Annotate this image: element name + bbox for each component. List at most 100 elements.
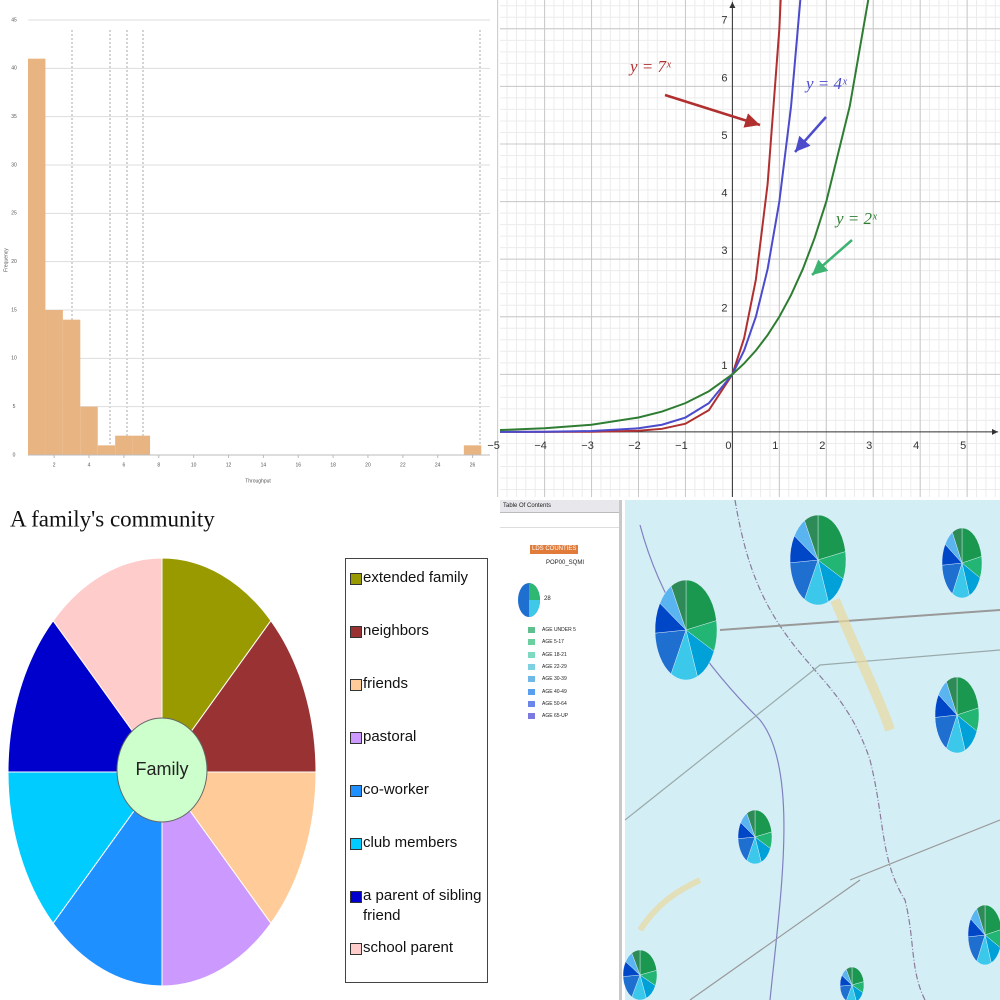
x-tick-label: 2 [53,462,56,468]
bar [97,445,116,455]
toc-swatch [528,676,535,683]
map-pie-wedge [845,966,853,986]
bar [62,319,81,455]
map-pie-wedge [976,904,986,936]
map-pie-wedge [685,579,717,631]
symbol [529,600,540,617]
symbol [529,583,540,600]
legend-item: co-worker [350,780,488,800]
map-pie-wedge [631,949,641,976]
curve-label: y = 7ˣ [628,57,672,76]
x-tick-label: −2 [628,440,641,452]
pie-slice [7,619,163,773]
y-tick-label: 5 [13,404,16,410]
legend-swatch [350,732,362,744]
x-tick-label: 24 [435,462,441,468]
map-pie-wedge [746,809,756,838]
y-tick-label: 30 [11,162,17,168]
toc-class-label: AGE 5-17 [542,639,564,646]
toc-field: POP00_SQMI [546,560,585,566]
x-tick-label: −1 [675,440,688,452]
legend-swatch [350,785,362,797]
legend-label: extended family [363,569,469,586]
map-pie-wedge [639,949,657,976]
curve-label: y = 4ˣ [804,74,848,93]
toc-toolbar [500,513,619,528]
x-tick-label: 2 [819,440,825,452]
arrow [794,116,827,153]
x-tick-label: 22 [400,462,406,468]
function-panel: −5 −4 −3 −2 −1 0 1 2 3 4 5 1 2 3 4 5 6 7 y = 7ˣ y = 4ˣ y = 2… [487,0,1000,497]
legend-swatch [350,573,362,585]
y-tick-label: 15 [11,307,17,313]
pie-slice [52,557,163,774]
road [624,649,1000,821]
x-tick-label: −4 [534,440,547,452]
road [719,609,1000,631]
urban-area [830,598,895,732]
legend-label: co-worker [363,781,429,798]
legend-item: neighbors [350,621,488,641]
bar [80,406,98,455]
toc-class-label: AGE 30-39 [542,676,567,683]
x-tick-label: 16 [295,462,301,468]
legend-swatch [350,626,362,638]
legend-item: school parent [350,938,488,958]
curve-label: y = 2ˣ [834,209,878,228]
x-tick-label: 1 [772,440,778,452]
toc-class-label: AGE 65-UP [542,713,569,720]
y-axis-label: Frequency [3,248,9,272]
toc-layer: LDS COUNTIES [530,545,579,554]
x-tick-label: 10 [191,462,197,468]
function-curve [500,0,870,432]
x-tick-label: 4 [88,462,91,468]
y-tick-label: 7 [721,15,727,27]
map-pie-wedge [789,559,819,600]
toc-class: AGE 50-64 [528,700,567,707]
legend-item: a parent of sibling friend [350,886,488,926]
arrow [664,93,761,128]
map-pie-wedge [984,929,1000,948]
toc-class: AGE 22-29 [528,663,567,670]
legend-swatch [350,891,362,903]
bar [45,310,63,455]
function-arrows [664,93,853,276]
y-tick-label: 40 [11,66,17,72]
y-tick-label: 10 [11,356,17,362]
legend-label: club members [363,834,458,851]
map-pie-wedge [961,527,982,564]
pie-slice [7,771,163,925]
threshold-lines [71,30,481,455]
state-border [734,499,926,1000]
toc-class-label: AGE 40-49 [542,688,567,695]
bar [115,435,133,455]
toc-class: AGE 18-21 [528,651,567,658]
toc-class-label: AGE UNDER 5 [542,627,576,633]
map-pie-wedge [956,676,979,716]
legend-label: a parent of sibling friend [363,887,482,924]
map-pie-wedge [654,629,687,675]
map-pie-wedge [851,984,864,1000]
map-pie-wedge [846,984,857,1000]
legend-swatch [350,838,362,850]
x-tick-label: 20 [365,462,371,468]
toc-class: AGE 65-UP [528,713,569,720]
legend-item: extended family [350,568,488,588]
legend-swatch [350,679,362,691]
bar [463,445,482,455]
x-tick-label: 8 [157,462,160,468]
map-pie-wedge [946,676,958,716]
road [689,879,861,1000]
function-curve [500,0,802,433]
function-curve [500,0,782,433]
map-pie-wedge [952,527,963,564]
toc-class-label: AGE 18-21 [542,651,567,658]
x-tick-label: 4 [913,440,919,452]
pie-slice [161,557,272,774]
legend-item: friends [350,674,488,694]
legend-label: friends [363,675,409,692]
y-tick-label: 4 [721,187,727,199]
pie-slice [161,619,317,773]
toc-class: AGE 5-17 [528,639,564,646]
